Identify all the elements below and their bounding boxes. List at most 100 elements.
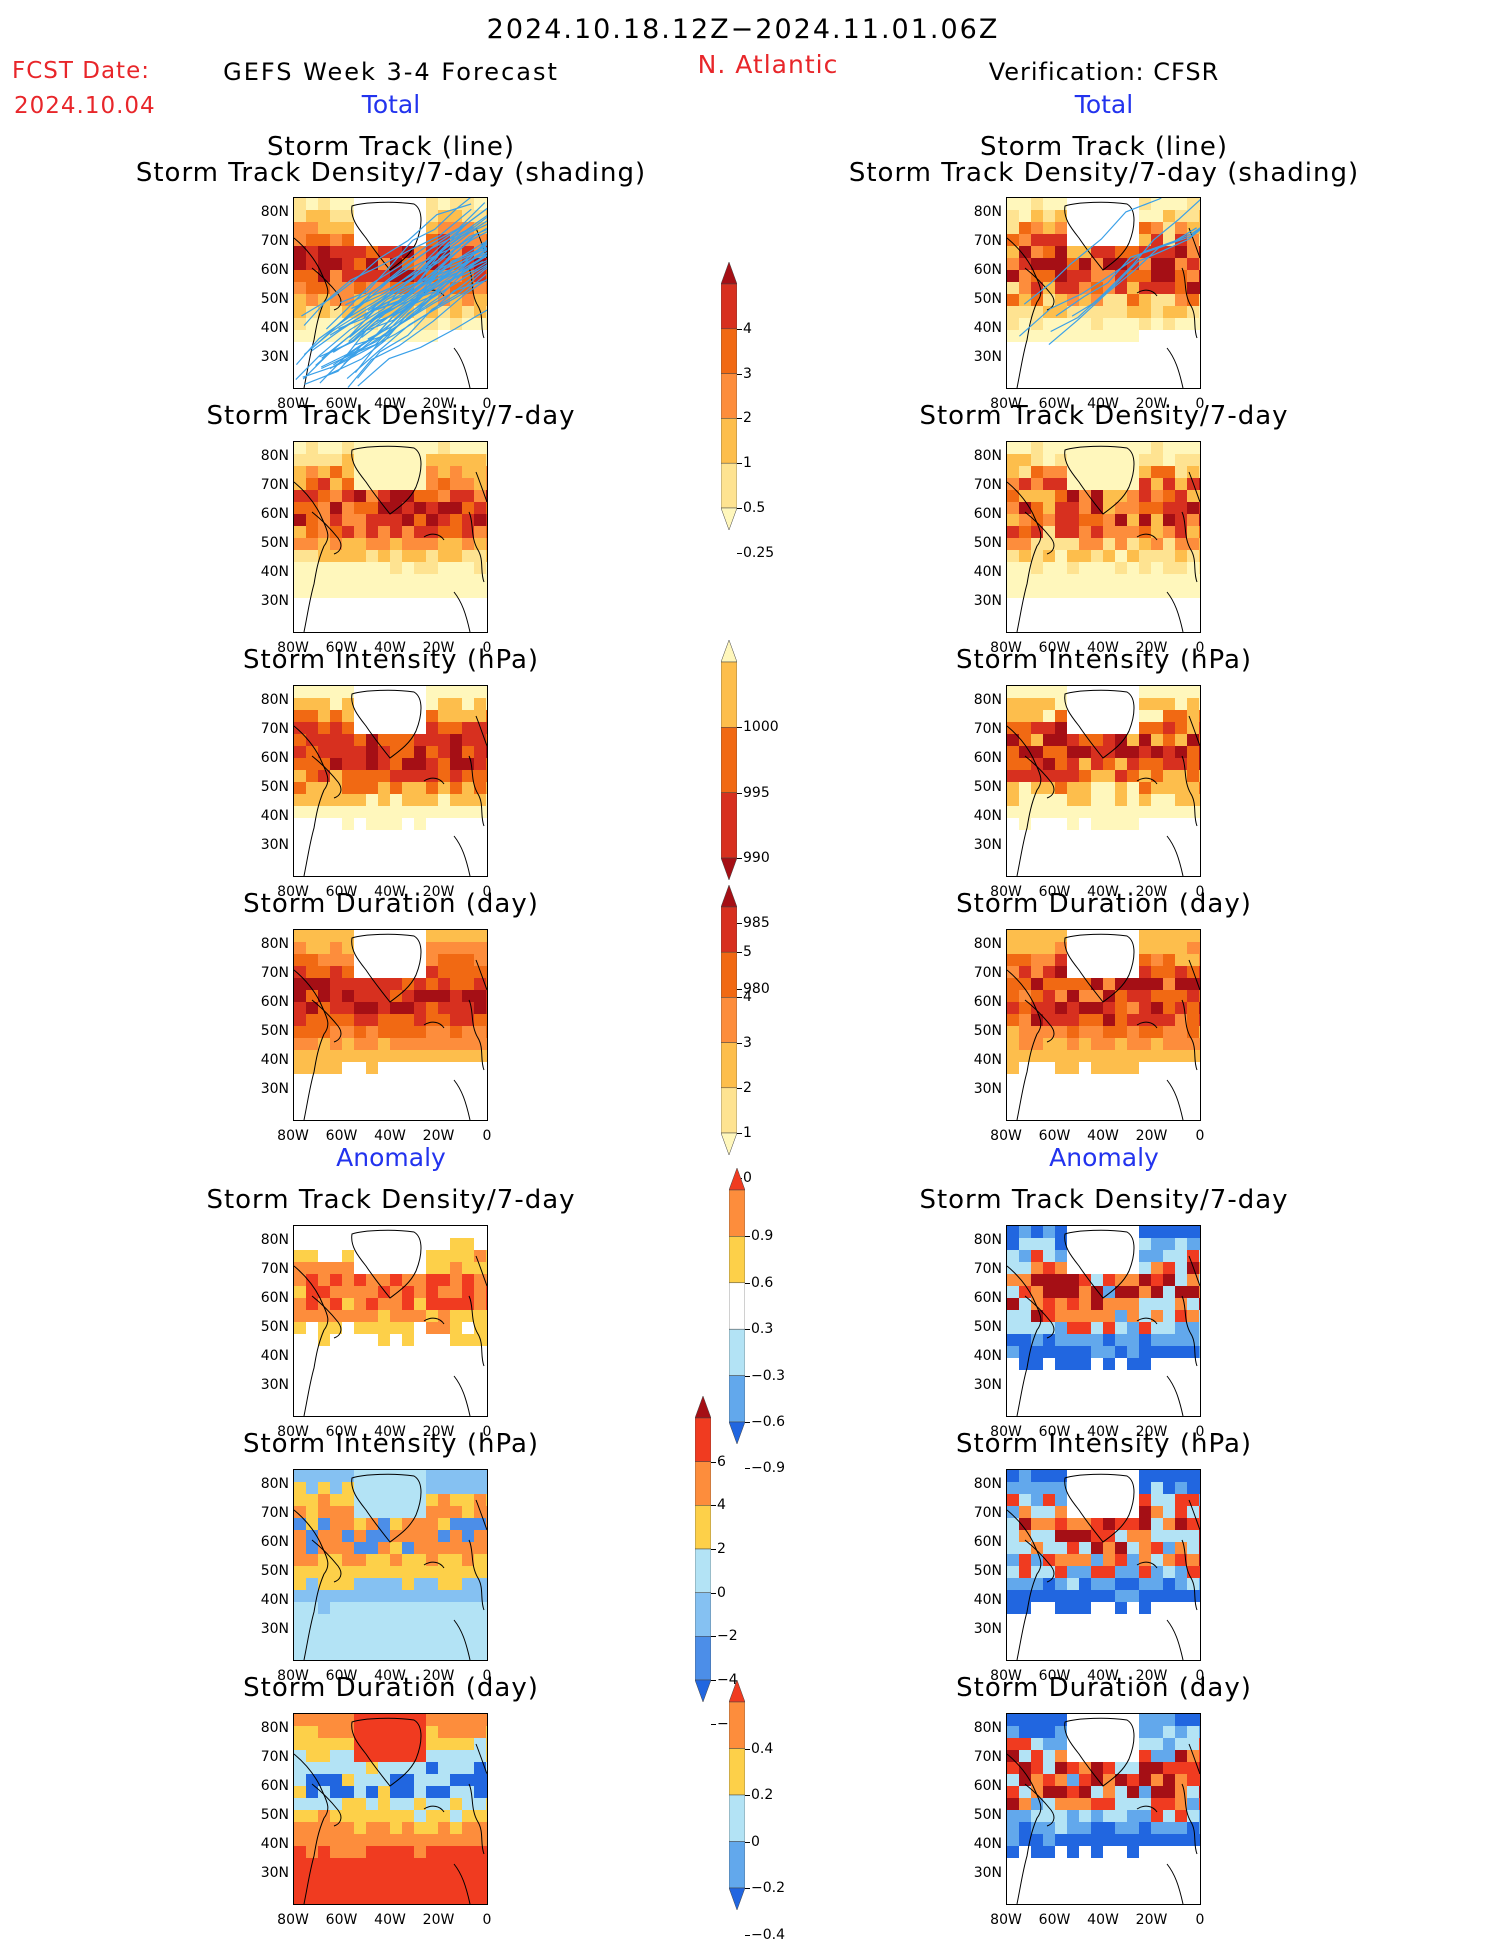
grid-cell: [354, 1762, 367, 1775]
colorbar-segment: [721, 661, 737, 728]
grid-cell: [1139, 490, 1152, 503]
grid-cell: [1091, 782, 1104, 795]
grid-cell: [402, 1298, 415, 1311]
grid-cell: [354, 378, 367, 388]
grid-cell: [438, 1370, 451, 1383]
grid-cell: [1091, 574, 1104, 587]
grid-cell: [402, 1554, 415, 1567]
grid-cell: [330, 734, 343, 747]
grid-cell: [1199, 1394, 1200, 1407]
grid-cell: [402, 1038, 415, 1051]
grid-cell: [354, 538, 367, 551]
grid-cell: [1187, 366, 1200, 379]
grid-cell: [1103, 1346, 1116, 1359]
grid-cell: [414, 1406, 427, 1416]
grid-cell: [1091, 490, 1104, 503]
grid-cell: [450, 1774, 463, 1787]
grid-cell: [1079, 354, 1092, 367]
grid-cell: [342, 1322, 355, 1335]
grid-cell: [1079, 818, 1092, 831]
grid-cell: [474, 1238, 487, 1251]
grid-cell: [1187, 990, 1200, 1003]
grid-cell: [1175, 354, 1188, 367]
grid-cell: [1151, 378, 1164, 388]
grid-cell: [1055, 514, 1068, 527]
grid-cell: [1199, 770, 1200, 783]
lon-tick-label: 40W: [374, 396, 406, 412]
grid-cell: [342, 1086, 355, 1099]
grid-cell: [390, 210, 403, 223]
storm-track-line: [1023, 198, 1162, 305]
grid-cell: [306, 1554, 319, 1567]
grid-cell: [474, 698, 487, 711]
grid-cell: [1187, 318, 1200, 331]
grid-cell: [1187, 1086, 1200, 1099]
lat-tick-label: 50N: [973, 1807, 1002, 1823]
grid-cell: [1103, 538, 1116, 551]
grid-cell: [1151, 1822, 1164, 1835]
grid-cell: [1127, 1566, 1140, 1579]
grid-cell: [1031, 1530, 1044, 1543]
grid-cell: [1031, 990, 1044, 1003]
grid-cell: [366, 1238, 379, 1251]
grid-cell: [330, 454, 343, 467]
grid-cell: [366, 1602, 379, 1615]
grid-cell: [294, 330, 307, 343]
grid-cell: [1019, 806, 1032, 819]
grid-cell: [1031, 1602, 1044, 1615]
grid-cell: [330, 1626, 343, 1639]
grid-cell: [366, 562, 379, 575]
coastline: [475, 1499, 487, 1531]
map-right-intensity: [1006, 685, 1201, 877]
grid-cell: [342, 866, 355, 876]
grid-cell: [294, 1346, 307, 1359]
grid-cell: [1019, 270, 1032, 283]
grid-cell: [366, 1774, 379, 1787]
grid-cell: [366, 842, 379, 855]
grid-cell: [402, 1482, 415, 1495]
grid-cell: [318, 1470, 331, 1483]
grid-cell: [1091, 1334, 1104, 1347]
grid-cell: [342, 1370, 355, 1383]
grid-cell: [450, 942, 463, 955]
grid-cell: [402, 1750, 415, 1763]
grid-cell: [1067, 990, 1080, 1003]
grid-cell: [1091, 1810, 1104, 1823]
grid-cell: [1055, 1882, 1068, 1895]
grid-cell: [366, 526, 379, 539]
grid-cell: [1055, 1858, 1068, 1871]
grid-cell: [366, 1026, 379, 1039]
grid-cell: [1187, 1714, 1200, 1727]
grid-cell: [1175, 1250, 1188, 1263]
grid-cell: [354, 258, 367, 271]
grid-cell: [450, 794, 463, 807]
grid-cell: [318, 1602, 331, 1615]
grid-cell: [378, 574, 391, 587]
grid-cell: [1115, 502, 1128, 515]
grid-cell: [462, 354, 475, 367]
grid-cell: [294, 454, 307, 467]
grid-cell: [1139, 1614, 1152, 1627]
grid-cell: [318, 598, 331, 611]
right-density-title: Storm Track Density/7-day: [919, 401, 1289, 431]
grid-cell: [306, 1506, 319, 1519]
grid-cell: [1019, 354, 1032, 367]
grid-cell: [330, 806, 343, 819]
grid-cell: [1031, 246, 1044, 259]
grid-cell: [1115, 1014, 1128, 1027]
grid-cell: [450, 1858, 463, 1871]
grid-cell: [438, 502, 451, 515]
colorbar-label: −0.6: [751, 1414, 785, 1430]
colorbar-segment: [721, 328, 737, 374]
grid-cell: [414, 1822, 427, 1835]
grid-cell: [1091, 1602, 1104, 1615]
grid-cell: [1199, 210, 1200, 223]
grid-cell: [426, 1110, 439, 1120]
grid-cell: [354, 1858, 367, 1871]
grid-cell: [1163, 598, 1176, 611]
grid-cell: [1079, 710, 1092, 723]
lat-tick-label: 40N: [973, 1052, 1002, 1068]
grid-cell: [1067, 1566, 1080, 1579]
grid-cell: [450, 1542, 463, 1555]
grid-cell: [294, 1810, 307, 1823]
